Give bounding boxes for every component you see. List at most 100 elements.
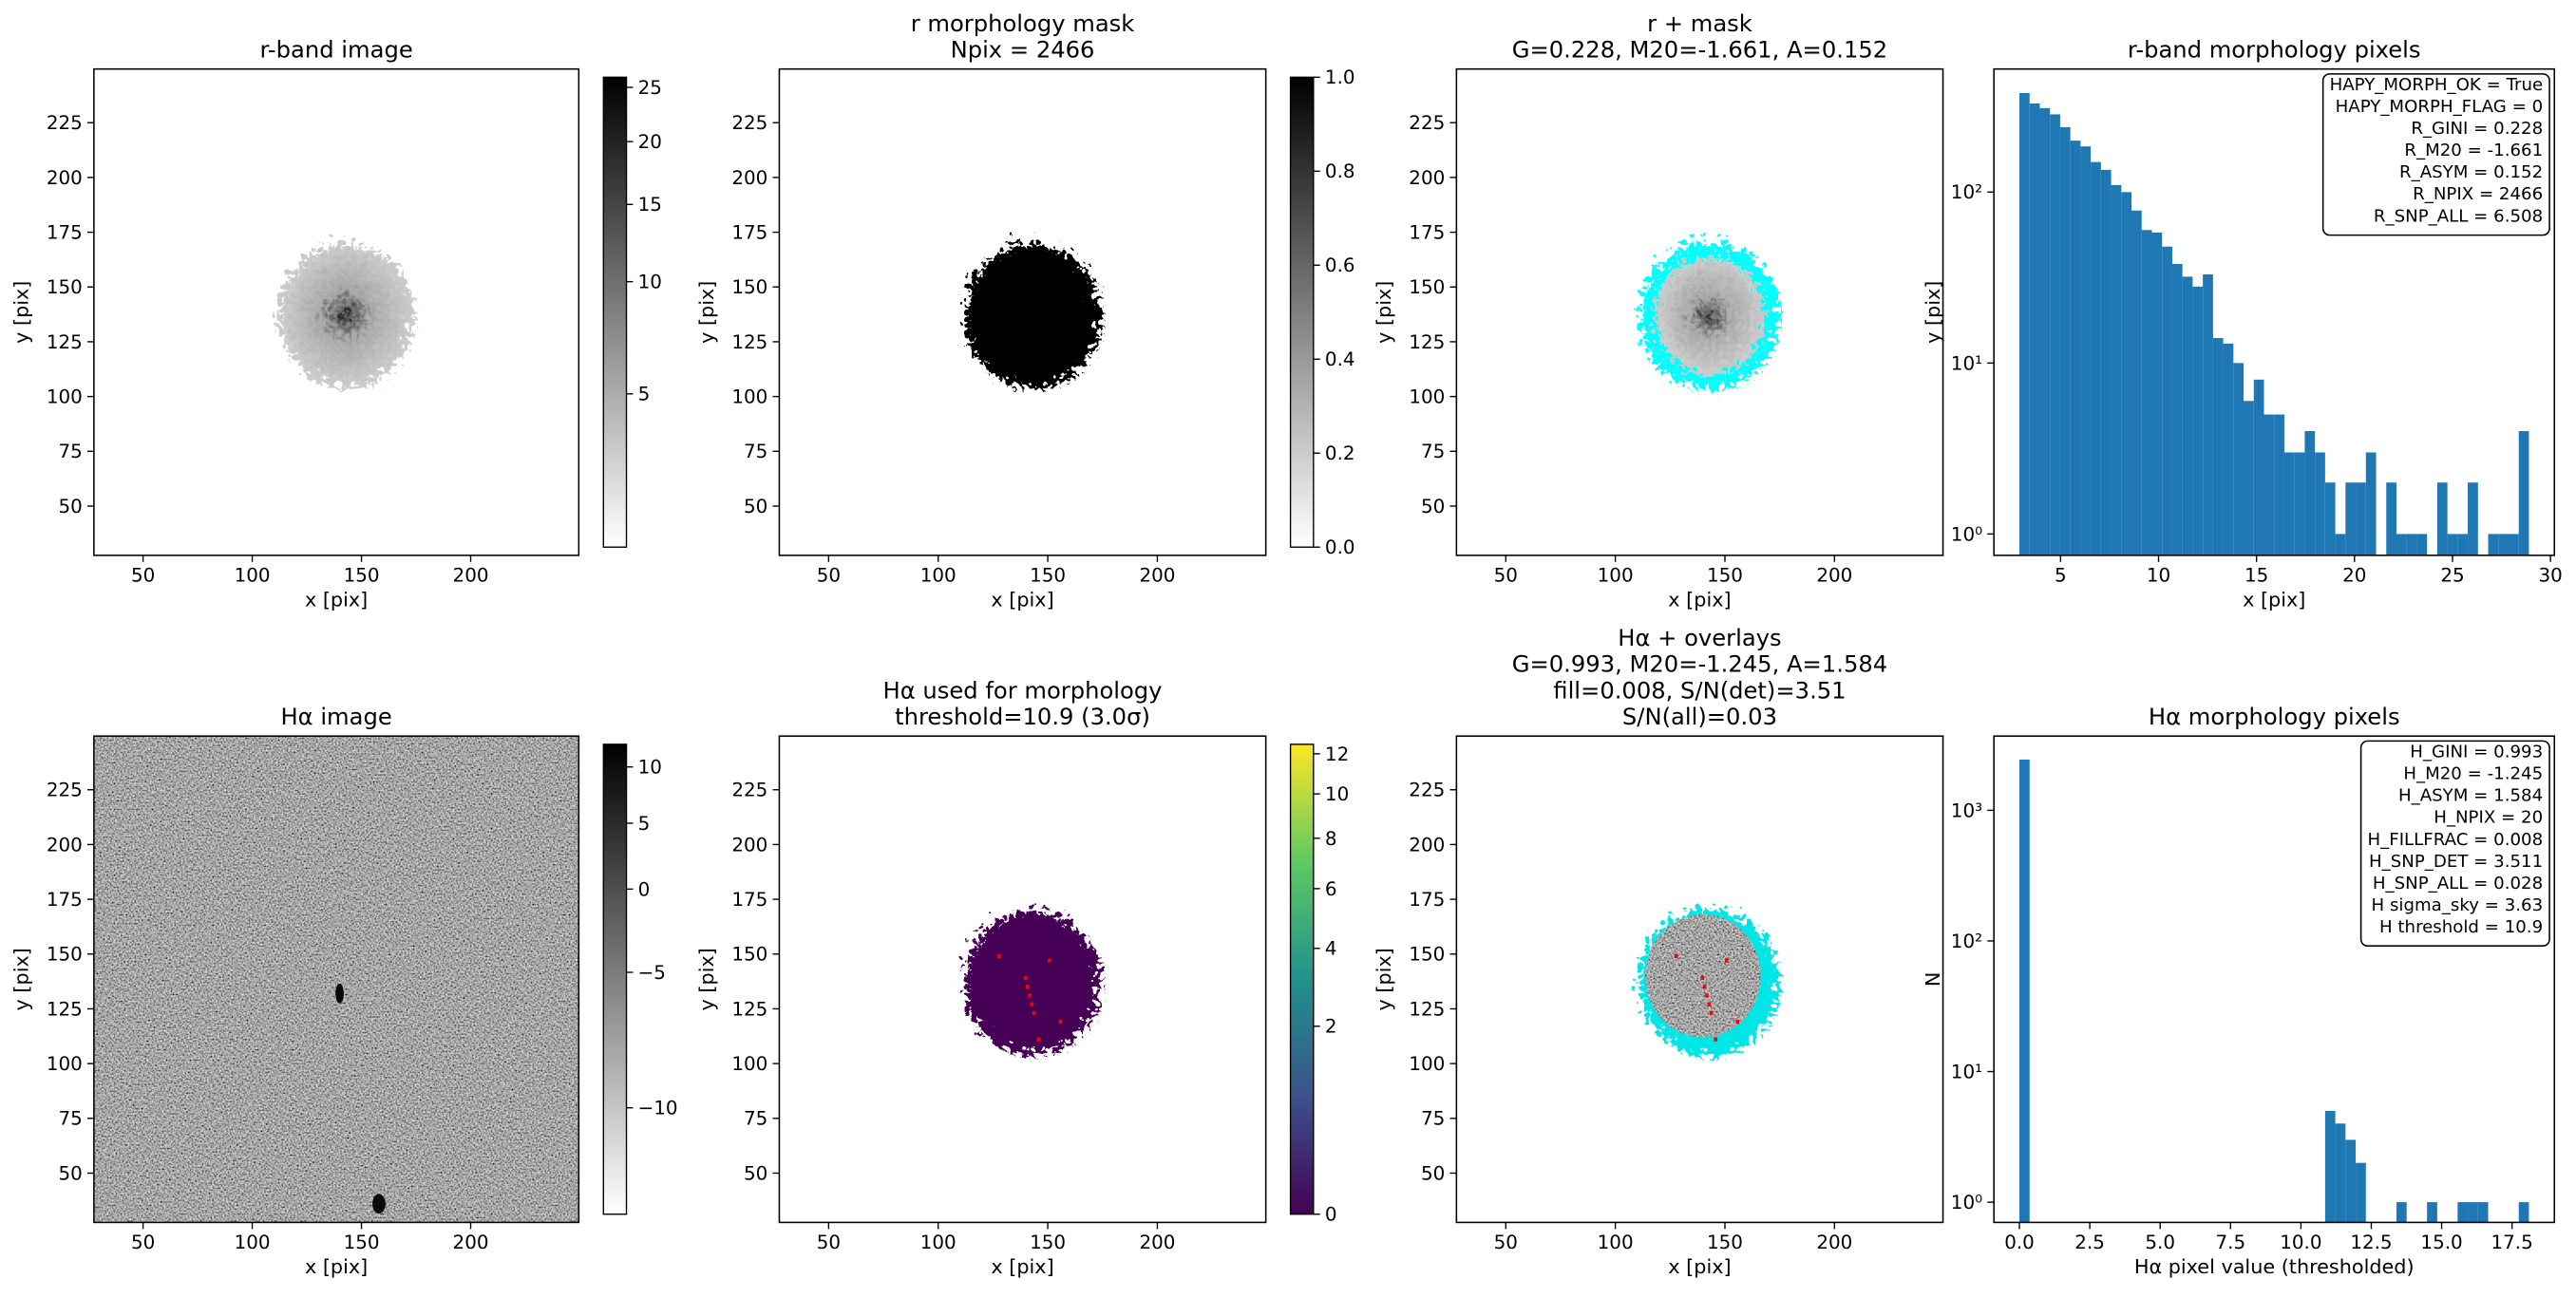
y-tick-label: 225	[47, 112, 83, 134]
axes-frame	[1993, 735, 2556, 1224]
chart-title: Hα used for morphology	[883, 677, 1163, 704]
x-tick-label: 7.5	[2215, 1232, 2245, 1253]
axes-frame	[1455, 735, 1944, 1224]
y-tick-label: 225	[1409, 780, 1445, 801]
bar	[2457, 1202, 2469, 1223]
y-axis-label: y [pix]	[1922, 281, 1944, 344]
plot-area	[93, 736, 579, 1223]
x-tick-label: 150	[1030, 1232, 1066, 1253]
y-tick-label: 200	[47, 167, 83, 189]
colorbar-tick-label: 8	[1325, 828, 1337, 850]
bar	[2039, 107, 2051, 555]
colorbar-tick-label: 12	[1325, 743, 1349, 765]
y-tick-label: 50	[744, 1162, 767, 1184]
y-tick-label: 175	[731, 889, 767, 911]
bar	[2019, 759, 2030, 1223]
y-tick-label: 150	[731, 276, 767, 298]
y-axis-label: y [pix]	[1373, 948, 1395, 1010]
y-tick-label: 200	[731, 834, 767, 856]
bar	[2253, 379, 2264, 555]
axes-frame	[778, 735, 1267, 1224]
image-pixels	[1707, 1002, 1711, 1006]
y-tick-label: 150	[731, 944, 767, 966]
colorbar-tick-label: 1.0	[1325, 66, 1355, 88]
y-axis-label: y [pix]	[10, 948, 33, 1010]
bar	[2171, 263, 2183, 555]
image-pixels	[272, 236, 407, 382]
y-tick-label: 50	[744, 496, 767, 517]
x-tick-label: 150	[1707, 565, 1743, 587]
y-tick-label: 100	[1409, 1053, 1445, 1075]
colorbar-tick-label: −5	[638, 962, 666, 984]
y-tick-label: 50	[58, 1162, 82, 1184]
image-pixels	[1058, 1019, 1063, 1025]
axes-frame	[1455, 67, 1944, 556]
axes-frame	[93, 67, 580, 556]
image-pixels	[1036, 1037, 1041, 1042]
y-tick-label: 125	[731, 998, 767, 1020]
annotation-text: R_M20 = -1.661	[2404, 141, 2543, 160]
annotation-text: H_ASYM = 1.584	[2398, 786, 2543, 806]
y-tick-label: 100	[47, 386, 83, 408]
annotation-text: R_SNP_ALL = 6.508	[2374, 206, 2543, 226]
y-tick-label: 10⁰	[1951, 523, 1982, 545]
y-tick-label: 100	[1409, 386, 1445, 408]
bar	[2274, 414, 2284, 555]
panel: 50 100 150 200 50 75 100 125 150 175 200 225 x [pix]…	[10, 37, 662, 611]
bar	[2436, 482, 2448, 555]
image-pixels	[1048, 958, 1051, 963]
annotation-text: H sigma_sky = 3.63	[2372, 895, 2544, 915]
colorbar-tick-label: 20	[638, 131, 662, 153]
y-tick-label: 150	[1409, 276, 1445, 298]
x-tick-label: 12.5	[2350, 1232, 2392, 1253]
plot-area	[957, 236, 1094, 382]
y-tick-label: 125	[731, 331, 767, 353]
x-tick-label: 100	[920, 1232, 957, 1253]
y-tick-label: 10³	[1951, 799, 1982, 821]
image-pixels	[1735, 1019, 1739, 1025]
chart-title: r-band image	[260, 37, 413, 64]
colorbar-tick-label: 0.6	[1325, 254, 1355, 276]
plot-area	[1633, 235, 1772, 383]
y-tick-label: 200	[47, 834, 83, 856]
colorbar-tick-label: −10	[638, 1098, 678, 1119]
x-tick-label: 10	[2147, 565, 2170, 587]
x-tick-label: 50	[817, 1232, 841, 1253]
bar	[2356, 1162, 2366, 1223]
colorbar	[602, 76, 628, 548]
annotation-text: H threshold = 10.9	[2379, 917, 2543, 937]
y-tick-label: 125	[1409, 998, 1445, 1020]
bar	[2233, 363, 2245, 555]
y-tick-label: 125	[47, 998, 83, 1020]
chart-title: threshold=10.9 (3.0σ)	[895, 704, 1150, 730]
x-tick-label: 150	[344, 1232, 380, 1253]
chart-title: Hα morphology pixels	[2149, 704, 2400, 730]
bar	[2019, 92, 2030, 555]
y-tick-label: 150	[47, 944, 83, 966]
colorbar-tick-label: 0	[1325, 1204, 1337, 1226]
colorbar-tick-label: 0.0	[1325, 536, 1355, 558]
x-tick-label: 200	[1139, 565, 1175, 587]
x-axis-label: x [pix]	[1668, 1255, 1731, 1278]
panel: 5 10 15 20 25 30 10⁰ 10¹ 10² x [pix] y [pix] r-band…	[1922, 37, 2563, 611]
colorbar-tick-label: 0.2	[1325, 442, 1355, 464]
bar	[2416, 534, 2428, 555]
bar	[2324, 482, 2336, 555]
chart-title: G=0.993, M20=-1.245, A=1.584	[1512, 651, 1887, 678]
annotation-text: R_GINI = 0.228	[2411, 119, 2543, 139]
chart-title: G=0.228, M20=-1.661, A=0.152	[1512, 37, 1887, 64]
y-tick-label: 75	[744, 1108, 767, 1130]
x-tick-label: 0.0	[2004, 1232, 2035, 1253]
x-tick-label: 2.5	[2074, 1232, 2105, 1253]
chart-title: Hα image	[280, 704, 391, 730]
x-tick-label: 200	[1816, 565, 1852, 587]
colorbar	[602, 743, 628, 1215]
annotation-box	[2359, 740, 2550, 947]
x-tick-label: 20	[2342, 565, 2366, 587]
image-pixels	[1028, 993, 1032, 998]
plot-area	[2019, 92, 2529, 555]
y-tick-label: 10¹	[1951, 352, 1982, 374]
y-tick-label: 175	[47, 221, 83, 243]
